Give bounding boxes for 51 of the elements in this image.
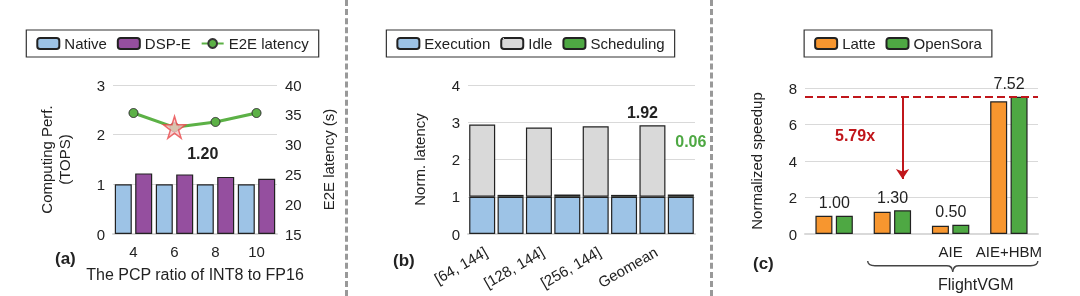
text: (c)	[753, 254, 774, 273]
x-tick-label: 6	[170, 243, 179, 260]
y-tick-label: 2	[96, 126, 105, 144]
y-tick-label: 1	[96, 175, 105, 193]
y-tick-label: 8	[788, 79, 797, 97]
y-tick-label: 2	[788, 189, 797, 206]
y-tick-label: 3	[96, 76, 105, 94]
y-tick-label: 2	[451, 151, 460, 168]
y-tick-label: 0	[788, 225, 797, 243]
y-tick-label: 0	[451, 225, 460, 243]
text: (a)	[55, 249, 76, 268]
legend-label: E2E latency	[228, 35, 310, 52]
text: (b)	[393, 251, 415, 270]
annotation: 5.79x	[835, 126, 876, 144]
y-tick-label: 1	[451, 188, 460, 206]
x-tick-label: 4	[129, 243, 138, 260]
legend-label: Execution	[424, 35, 491, 52]
y-axis-title: Normalized speedup	[747, 92, 765, 230]
data-label: 1.20	[187, 144, 219, 162]
data-label: 0.50	[935, 203, 967, 221]
y2-tick-label: 15	[285, 225, 302, 243]
data-label: 1.92	[626, 103, 659, 121]
data-label: 1.30	[877, 188, 909, 206]
y-tick-label: 4	[451, 76, 460, 94]
y2-axis-title: E2E latency (s)	[319, 108, 337, 211]
x-tick-label: 8	[211, 243, 220, 260]
y-tick-label: 0	[96, 225, 105, 243]
y2-tick-label: 40	[285, 76, 302, 94]
legend-label: Native	[64, 35, 107, 52]
data-label: 0.06	[675, 133, 707, 151]
legend-label: Idle	[528, 35, 553, 52]
y-tick-label: 3	[451, 113, 460, 131]
legend-label: Scheduling	[590, 35, 665, 52]
legend-label: Latte	[842, 35, 876, 52]
text: FlightVGM	[938, 275, 1014, 293]
x-tick-label: AIE	[938, 243, 963, 260]
data-label: 1.00	[818, 194, 850, 212]
y-axis-title: Norm. latency	[410, 112, 428, 206]
x-axis-title: The PCP ratio of INT8 to FP16	[86, 265, 304, 283]
y-tick-label: 6	[788, 116, 797, 133]
y2-tick-label: 30	[285, 136, 302, 154]
y-tick-label: 4	[788, 152, 797, 170]
x-tick-label: AIE+HBM	[975, 243, 1043, 260]
y2-tick-label: 35	[285, 106, 302, 124]
y2-tick-label: 25	[285, 165, 302, 183]
y2-tick-label: 20	[285, 195, 302, 213]
legend-label: OpenSora	[913, 35, 983, 52]
legend-label: DSP-E	[144, 35, 191, 52]
y-axis-title: Computing Perf. (TOPS)	[37, 105, 73, 214]
data-label: 7.52	[993, 75, 1025, 93]
x-tick-label: 10	[248, 243, 265, 260]
